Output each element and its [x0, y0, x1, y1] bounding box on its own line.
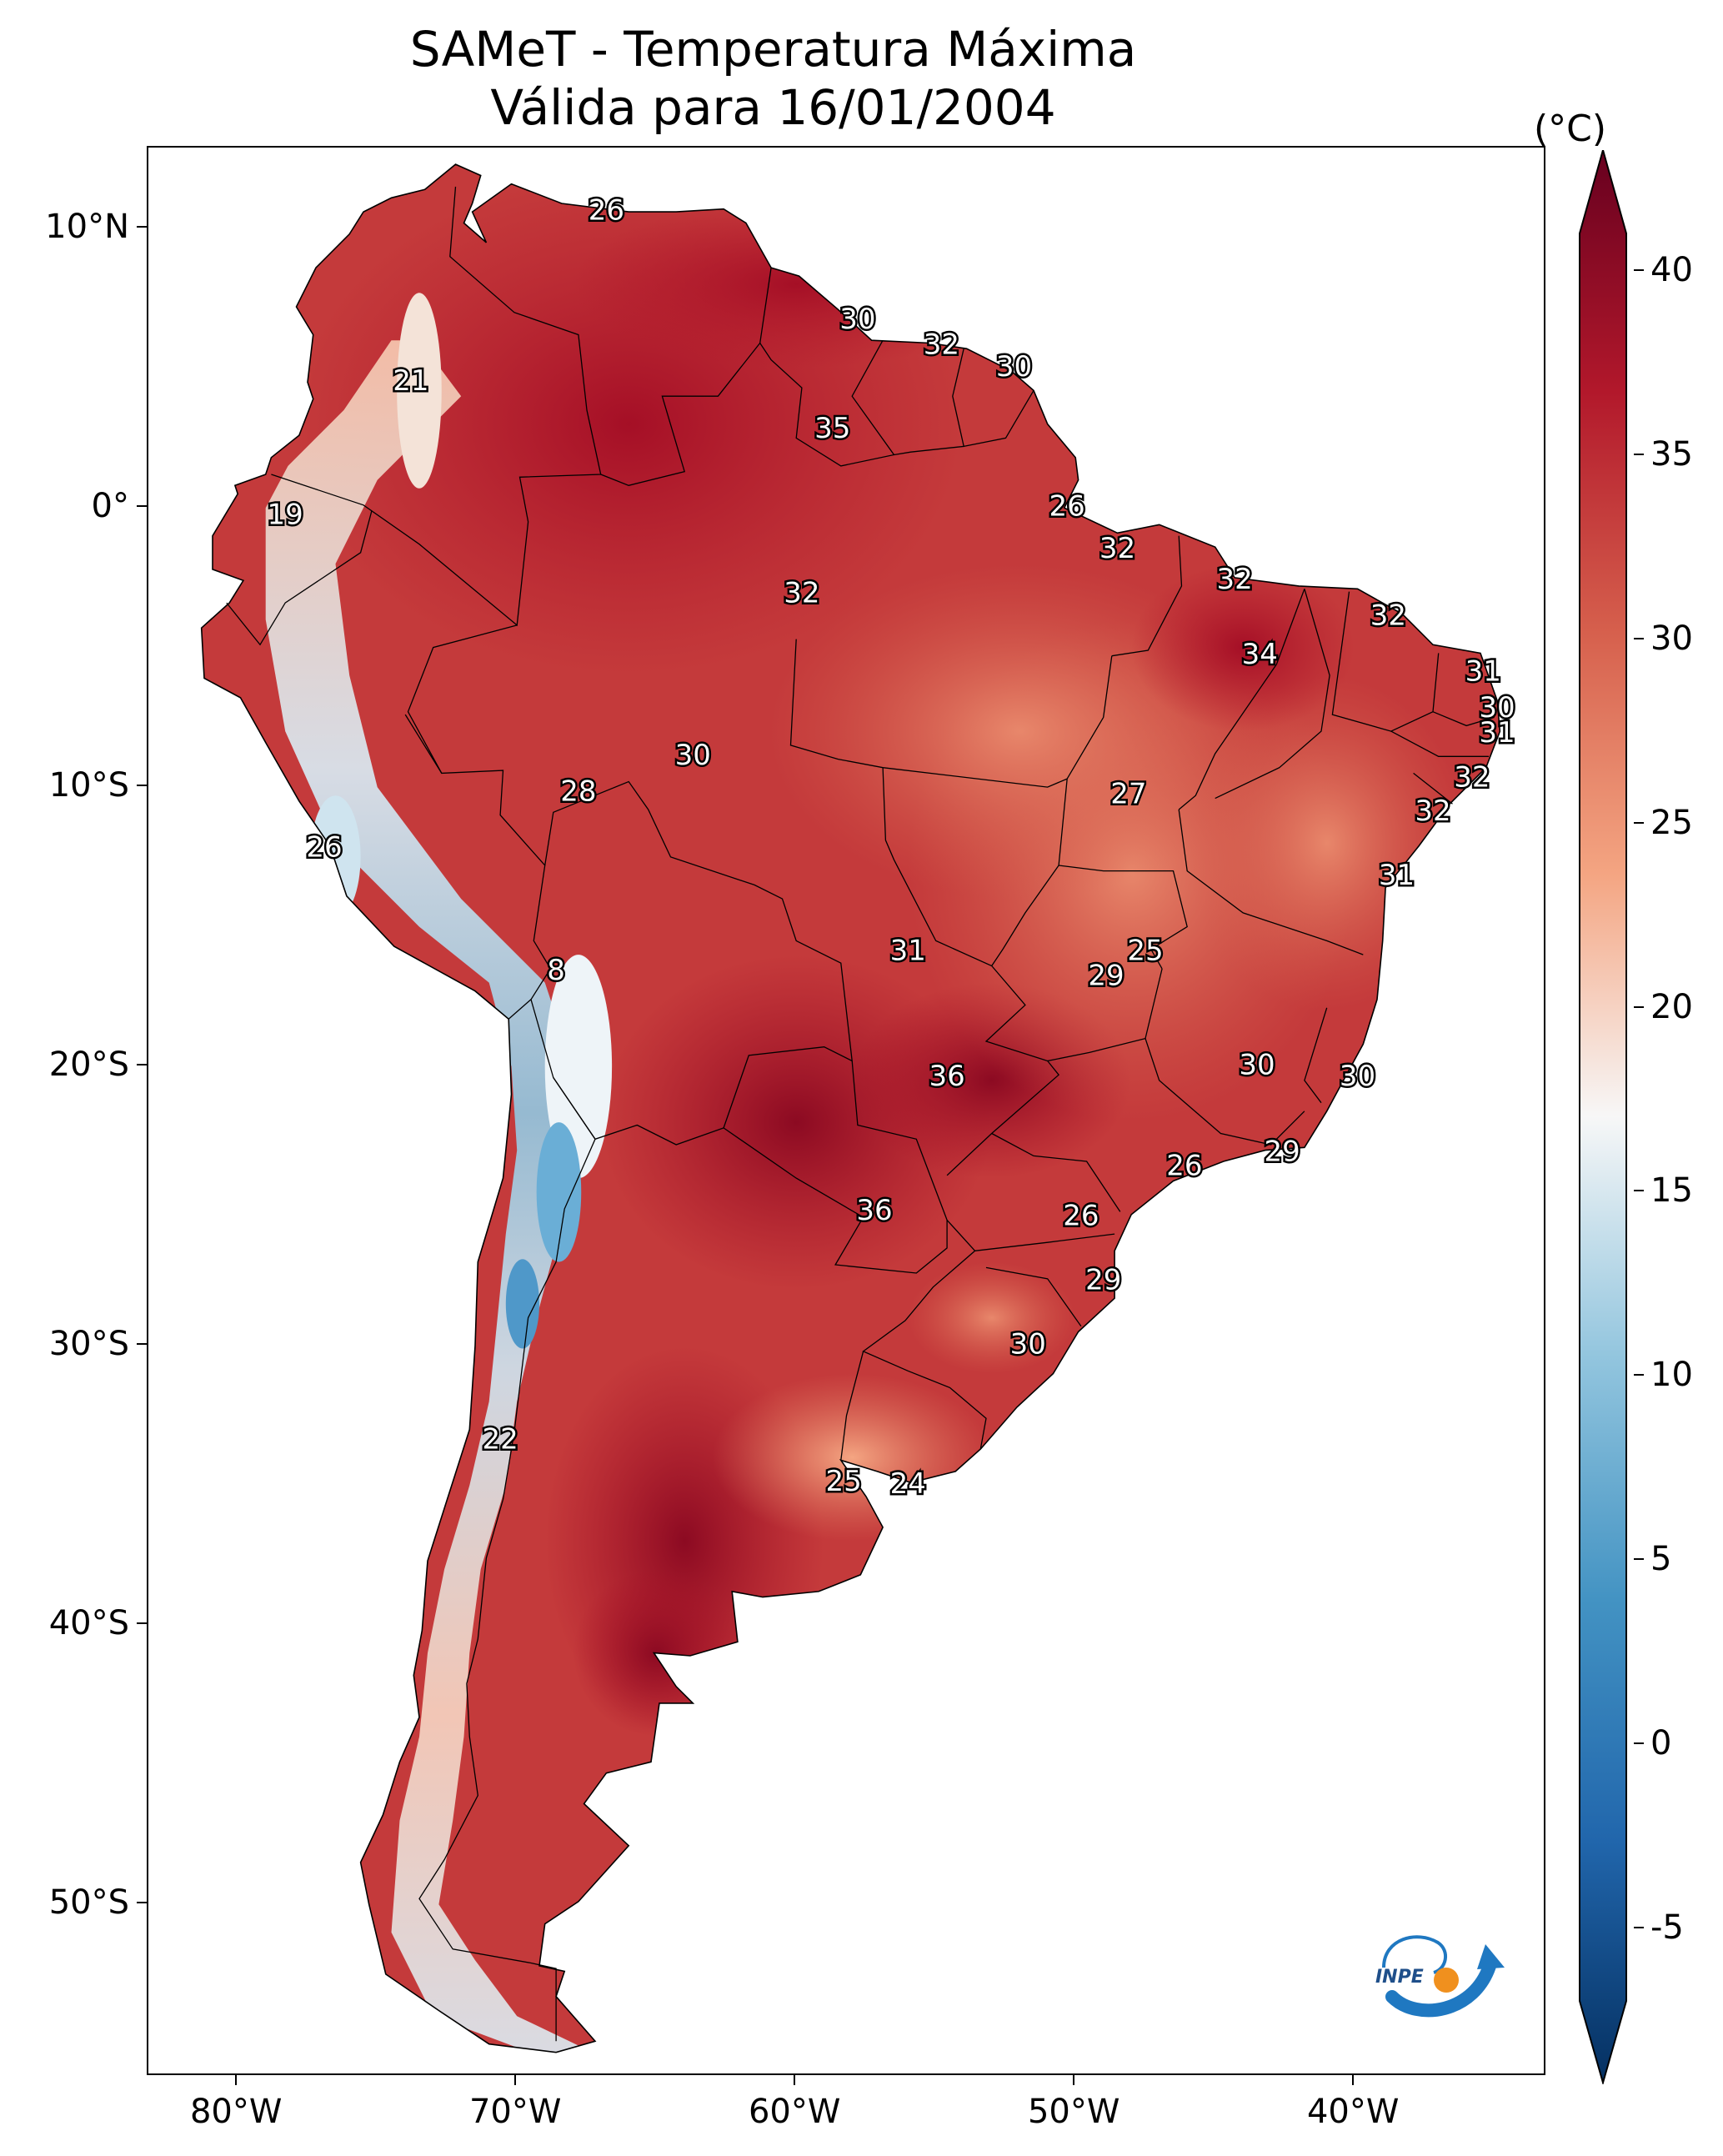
- pampa-mild-zone: [713, 1374, 992, 1542]
- contour-label: 19: [268, 499, 303, 532]
- latitude-tick-label: 40°S: [17, 1604, 129, 1642]
- latitude-tick-label: 10°S: [17, 766, 129, 805]
- colorbar-tick-label: 10: [1650, 1356, 1693, 1394]
- latitude-tick-mark: [137, 505, 147, 507]
- contour-label: 30: [996, 350, 1032, 384]
- latitude-tick-label: 30°S: [17, 1325, 129, 1363]
- colorbar-tick-label: -5: [1650, 1908, 1684, 1947]
- contour-label: 8: [547, 954, 565, 987]
- colorbar-tick-label: 30: [1650, 619, 1693, 658]
- inpe-logo: INPE: [1367, 1918, 1509, 2026]
- inpe-logo-text: INPE: [1375, 1967, 1424, 1988]
- contour-label: 25: [1127, 934, 1163, 967]
- contour-label: 32: [1454, 761, 1490, 795]
- andes-peak-cold-zone: [506, 1259, 539, 1348]
- colorbar-tick-label: 20: [1650, 988, 1693, 1026]
- contour-label: 30: [675, 739, 711, 772]
- latitude-tick-mark: [137, 1064, 147, 1065]
- contour-label: 31: [1479, 716, 1515, 750]
- longitude-tick-label: 80°W: [190, 2093, 282, 2131]
- longitude-tick-label: 70°W: [469, 2093, 561, 2131]
- contour-label: 32: [1217, 563, 1253, 596]
- contour-label: 28: [560, 775, 596, 808]
- latitude-tick-mark: [137, 1343, 147, 1345]
- contour-label: 29: [1085, 1264, 1121, 1297]
- map-canvas: 2621193032303526323232343231303132323028…: [148, 148, 1545, 2075]
- colorbar-tick-mark: [1634, 638, 1644, 639]
- latitude-tick-mark: [137, 1902, 147, 1903]
- contour-label: 27: [1110, 778, 1146, 811]
- contour-label: 29: [1088, 959, 1124, 992]
- contour-label: 31: [1465, 654, 1501, 688]
- contour-label: 32: [924, 328, 959, 361]
- contour-label: 26: [306, 830, 342, 864]
- latitude-tick-mark: [137, 226, 147, 228]
- longitude-tick-mark: [1073, 2075, 1074, 2085]
- colorbar-unit: (°C): [1534, 108, 1606, 150]
- colorbar-tick-mark: [1634, 269, 1644, 271]
- colorbar-tick-label: 15: [1650, 1171, 1693, 1210]
- contour-label: 26: [1049, 490, 1085, 524]
- longitude-tick-label: 50°W: [1028, 2093, 1119, 2131]
- contour-label: 34: [1242, 638, 1278, 671]
- contour-label: 21: [393, 364, 428, 398]
- latitude-tick-mark: [137, 785, 147, 786]
- longitude-tick-mark: [514, 2075, 516, 2085]
- colorbar-bar: [1578, 150, 1628, 2084]
- colorbar-tick-mark: [1634, 454, 1644, 455]
- contour-label: 36: [929, 1060, 964, 1093]
- contour-label: 29: [1264, 1136, 1300, 1169]
- contour-label: 30: [1340, 1060, 1375, 1093]
- latitude-tick-label: 50°S: [17, 1883, 129, 1922]
- colorbar-tick-mark: [1634, 1374, 1644, 1376]
- longitude-tick-mark: [794, 2075, 795, 2085]
- longitude-tick-label: 40°W: [1307, 2093, 1399, 2131]
- temperature-field: [202, 164, 1500, 2058]
- colorbar-tick-mark: [1634, 1742, 1644, 1744]
- colorbar-tick-mark: [1634, 1006, 1644, 1008]
- contour-label: 32: [1099, 532, 1135, 565]
- latitude-tick-mark: [137, 1622, 147, 1624]
- contour-label: 30: [1239, 1049, 1275, 1082]
- contour-label: 30: [839, 303, 875, 336]
- rio-grande-mild-zone: [908, 1262, 1075, 1374]
- longitude-tick-label: 60°W: [749, 2093, 840, 2131]
- contour-label: 31: [890, 934, 926, 967]
- contour-label: 32: [1370, 599, 1406, 632]
- map-title: SAMeT - Temperatura Máxima: [0, 22, 1546, 77]
- map-subtitle: Válida para 16/01/2004: [0, 80, 1546, 135]
- contour-label: 25: [826, 1465, 862, 1498]
- colorbar-tick-label: 25: [1650, 804, 1693, 842]
- colorbar-tick-label: 5: [1650, 1540, 1671, 1578]
- map-panel: 2621193032303526323232343231303132323028…: [147, 146, 1545, 2075]
- longitude-tick-mark: [235, 2075, 237, 2085]
- contour-label: 36: [856, 1194, 892, 1227]
- contour-label: 31: [1379, 859, 1415, 892]
- colorbar-tick-label: 40: [1650, 251, 1693, 289]
- contour-label: 24: [890, 1467, 926, 1501]
- inpe-logo-icon: INPE: [1367, 1918, 1509, 2026]
- latitude-tick-label: 20°S: [17, 1045, 129, 1084]
- latitude-tick-label: 10°N: [17, 208, 129, 246]
- contour-label: 26: [1166, 1149, 1202, 1182]
- colorbar-tick-label: 0: [1650, 1724, 1671, 1762]
- contour-label: 26: [1063, 1200, 1099, 1233]
- contour-label: 32: [1415, 795, 1450, 828]
- colorbar: [1578, 150, 1628, 2084]
- longitude-tick-mark: [1352, 2075, 1354, 2085]
- colorbar-tick-mark: [1634, 1558, 1644, 1560]
- contour-label: 35: [814, 412, 850, 445]
- contour-label: 30: [1010, 1328, 1046, 1361]
- contour-label: 32: [784, 577, 819, 610]
- contour-label: 26: [589, 194, 624, 228]
- latitude-tick-label: 0°: [17, 487, 129, 525]
- colorbar-tick-label: 35: [1650, 435, 1693, 474]
- contour-label: 22: [482, 1423, 518, 1457]
- colorbar-tick-mark: [1634, 1927, 1644, 1928]
- colorbar-tick-mark: [1634, 1190, 1644, 1191]
- colorbar-tick-mark: [1634, 822, 1644, 824]
- colorbar-fill: [1580, 150, 1626, 2083]
